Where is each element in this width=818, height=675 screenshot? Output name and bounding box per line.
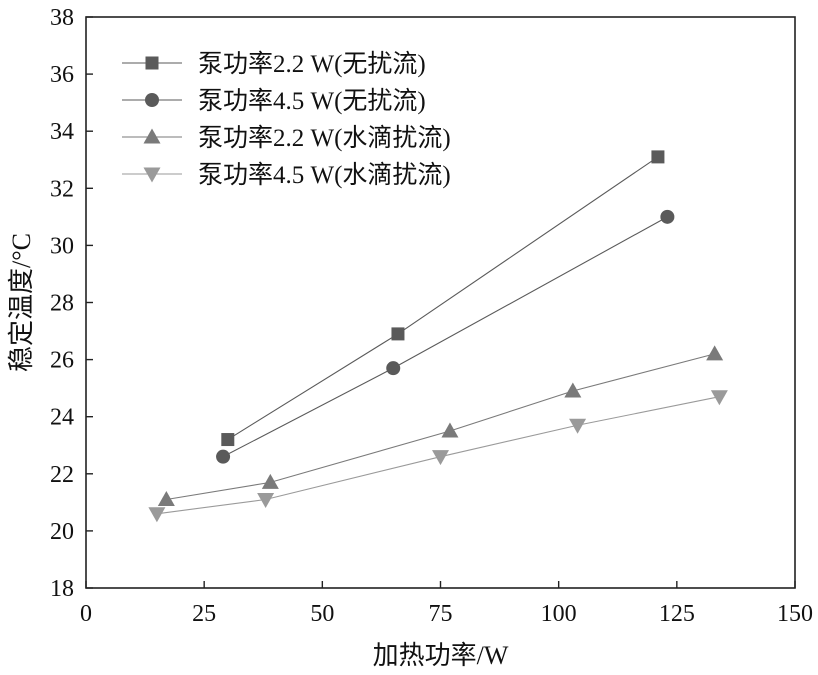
data-point-triangle-down [257, 492, 275, 508]
data-point-circle [216, 449, 231, 464]
data-point-square [651, 150, 665, 164]
legend-marker-circle [145, 93, 159, 107]
x-tick-label: 100 [541, 601, 577, 627]
series-4 [148, 390, 728, 523]
data-point-triangle-up [441, 422, 459, 438]
series-2 [216, 209, 675, 464]
legend-label: 泵功率2.2 W(水滴扰流) [198, 124, 451, 152]
y-tick-label: 22 [50, 462, 74, 488]
x-tick-label: 125 [659, 601, 695, 627]
data-point-square [391, 327, 405, 341]
y-tick-label: 36 [50, 62, 74, 88]
legend-marker-triangle-down [143, 167, 161, 183]
series-1 [221, 150, 665, 447]
legend-label: 泵功率4.5 W(水滴扰流) [198, 161, 451, 189]
y-tick-label: 26 [50, 348, 74, 374]
axis-ticks: 0 25 50 75 100 125 150 18 20 22 24 26 28 30 32 34 36 38 [50, 5, 813, 627]
y-tick-label: 28 [50, 291, 74, 317]
legend-marker-triangle-up [143, 128, 161, 144]
x-axis-title: 加热功率/W [373, 641, 509, 670]
data-point-triangle-down [710, 390, 728, 406]
y-tick-label: 34 [50, 119, 74, 145]
data-point-triangle-down [432, 450, 449, 466]
data-point-triangle-up [261, 473, 279, 489]
y-tick-label: 18 [50, 576, 74, 602]
data-point-triangle-up [157, 490, 175, 506]
y-tick-label: 24 [50, 405, 74, 431]
legend: 泵功率2.2 W(无扰流) 泵功率4.5 W(无扰流) 泵功率2.2 W(水滴扰流)… [122, 50, 451, 189]
y-axis-title: 稳定温度/°C [7, 233, 36, 372]
legend-item-4: 泵功率4.5 W(水滴扰流) [122, 161, 451, 189]
series-layer [148, 150, 728, 523]
x-tick-label: 25 [192, 601, 216, 627]
y-tick-label: 30 [50, 233, 74, 259]
legend-label: 泵功率4.5 W(无扰流) [198, 87, 426, 115]
legend-item-1: 泵功率2.2 W(无扰流) [122, 50, 426, 78]
data-point-circle [660, 209, 675, 224]
data-point-triangle-up [564, 382, 582, 398]
data-point-triangle-up [706, 345, 724, 361]
legend-marker-square [145, 56, 159, 70]
data-point-circle [386, 361, 401, 376]
data-point-triangle-down [148, 507, 166, 523]
series-3 [157, 345, 724, 506]
x-tick-label: 50 [310, 601, 334, 627]
x-tick-label: 0 [80, 601, 92, 627]
x-tick-label: 75 [429, 601, 453, 627]
legend-item-3: 泵功率2.2 W(水滴扰流) [122, 124, 451, 152]
y-tick-label: 38 [50, 5, 74, 31]
y-tick-label: 20 [50, 519, 74, 545]
data-point-square [221, 433, 235, 447]
x-tick-label: 150 [777, 601, 813, 627]
data-point-triangle-down [569, 418, 587, 434]
legend-item-2: 泵功率4.5 W(无扰流) [122, 87, 426, 115]
y-tick-label: 32 [50, 176, 74, 202]
legend-label: 泵功率2.2 W(无扰流) [198, 50, 426, 78]
